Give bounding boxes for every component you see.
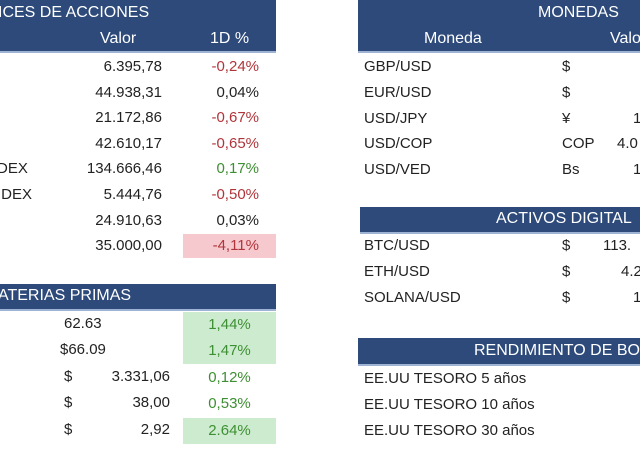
currency-symbol: ¥: [562, 109, 571, 127]
monedas-header: MONEDAS Moneda Valo: [358, 0, 640, 53]
index-change: -0,50%: [211, 186, 259, 203]
currency-symbol: $: [64, 394, 73, 412]
materias-header: ATERIAS PRIMAS: [0, 284, 276, 311]
index-change: 0,17%: [216, 160, 259, 178]
index-change: -0,24%: [211, 58, 259, 75]
currency-symbol: $: [562, 263, 571, 280]
bonos-header: RENDIMIENTO DE BO: [358, 338, 640, 366]
commodity-change: 0,53%: [208, 395, 251, 413]
materias-title: ATERIAS PRIMAS: [0, 287, 132, 304]
crypto-value: 113.: [603, 237, 632, 254]
index-value: 5.444,76: [103, 186, 162, 203]
indices-header: ICES DE ACCIONES Valor 1D %: [0, 0, 276, 53]
monedas-title: MONEDAS: [538, 4, 619, 21]
crypto-pair: BTC/USD: [364, 237, 430, 254]
currency-symbol: $: [562, 237, 571, 254]
currency-value: 4.0: [617, 135, 638, 153]
index-value: 24.910,63: [95, 211, 162, 229]
bonos-title: RENDIMIENTO DE BO: [474, 342, 640, 359]
col-valor: Valor: [100, 30, 137, 47]
currency-pair: USD/VED: [364, 161, 431, 179]
index-value: 44.938,31: [95, 83, 162, 101]
currency-pair: USD/JPY: [364, 109, 428, 127]
currency-symbol: $: [562, 289, 571, 306]
commodity-change: 1,44%: [183, 312, 276, 338]
crypto-pair: ETH/USD: [364, 263, 430, 280]
index-name: DEX: [0, 160, 28, 178]
commodity-change: 1,47%: [183, 338, 276, 365]
index-value: 42.610,17: [95, 134, 162, 152]
commodity-value: 3.331,06: [111, 367, 170, 385]
index-value: 6.395,78: [103, 58, 162, 75]
commodity-value: 2,92: [140, 420, 170, 438]
col-moneda: Moneda: [424, 30, 482, 47]
indices-title: ICES DE ACCIONES: [0, 4, 150, 21]
currency-pair: USD/COP: [364, 135, 433, 153]
commodity-value: $66.09: [60, 341, 106, 359]
currency-pair: GBP/USD: [364, 58, 432, 75]
commodity-change: 0,12%: [208, 368, 251, 386]
bond-name: EE.UU TESORO 5 años: [364, 370, 527, 387]
commodity-value: 62.63: [64, 315, 102, 332]
currency-pair: EUR/USD: [364, 83, 432, 101]
index-change: -0,67%: [211, 109, 259, 127]
currency-symbol: $: [64, 420, 73, 438]
crypto-pair: SOLANA/USD: [364, 289, 461, 306]
index-value: 21.172,86: [95, 109, 162, 127]
index-value: 35.000,00: [95, 237, 162, 255]
digitales-header: ACTIVOS DIGITAL: [360, 207, 640, 234]
index-change: 0,04%: [216, 83, 259, 101]
index-value: 134.666,46: [86, 160, 162, 178]
currency-symbol: COP: [562, 135, 595, 153]
col-valor-monedas: Valo: [610, 30, 640, 47]
crypto-value: 1: [633, 289, 640, 306]
bond-name: EE.UU TESORO 30 años: [364, 422, 535, 439]
index-name: IDEX: [0, 186, 33, 203]
crypto-value: 4.2: [621, 263, 640, 280]
index-change: -4,11%: [183, 234, 276, 259]
currency-symbol: $: [64, 367, 73, 385]
commodity-change: 2.64%: [183, 417, 276, 444]
currency-symbol: Bs: [562, 161, 580, 179]
index-change: -0,65%: [211, 134, 259, 152]
currency-symbol: $: [562, 58, 571, 75]
currency-value: 1: [633, 161, 640, 179]
col-1d: 1D %: [210, 30, 250, 47]
digitales-title: ACTIVOS DIGITAL: [496, 210, 632, 227]
currency-symbol: $: [562, 83, 571, 101]
bond-name: EE.UU TESORO 10 años: [364, 396, 535, 413]
commodity-value: 38,00: [132, 394, 170, 412]
index-change: 0,03%: [216, 211, 259, 229]
currency-value: 1: [633, 109, 640, 127]
